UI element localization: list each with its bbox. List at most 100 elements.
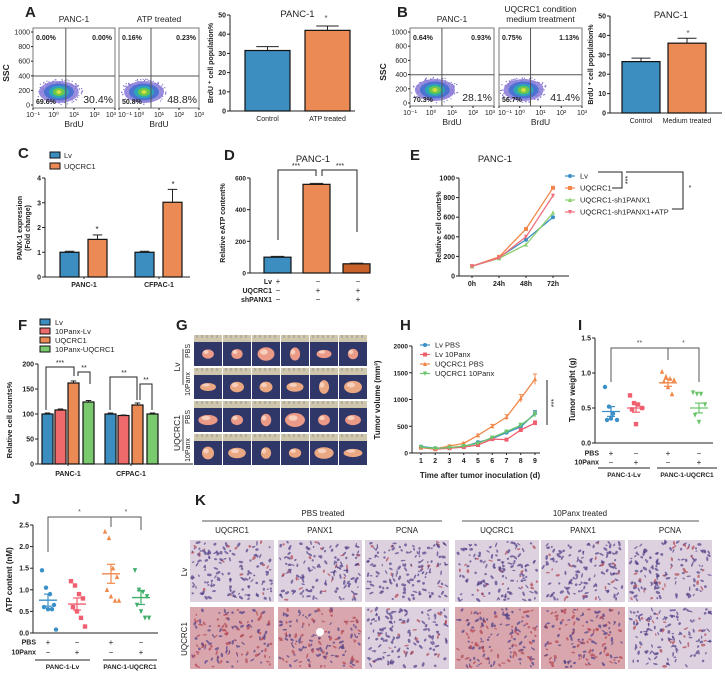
cell-nucleus [504, 593, 507, 598]
cell-nucleus [636, 553, 640, 556]
cell-nucleus [704, 585, 707, 589]
cell-nucleus [289, 663, 292, 668]
x-tick-label: 3 [448, 458, 452, 465]
cell-nucleus [328, 635, 331, 638]
cell-nucleus [308, 663, 311, 668]
cell-nucleus [435, 540, 440, 544]
significance-bracket [45, 366, 75, 410]
cell-nucleus [220, 660, 223, 663]
cell-nucleus [369, 662, 373, 668]
cell-nucleus [521, 570, 524, 573]
cell-nucleus [698, 564, 701, 567]
cell-nucleus [633, 572, 638, 575]
cell-nucleus [673, 656, 677, 658]
cell-nucleus [198, 574, 200, 578]
cell-nucleus [687, 594, 692, 599]
cell-nucleus [527, 655, 531, 659]
cell-nucleus [246, 620, 249, 624]
cell-nucleus [614, 550, 618, 555]
cell-nucleus [662, 621, 667, 624]
cell-nucleus [571, 631, 575, 636]
cell-nucleus [506, 549, 511, 554]
cell-nucleus [609, 660, 614, 664]
cell-nucleus [369, 622, 373, 625]
cell-nucleus [288, 620, 293, 623]
panel-label: G [176, 317, 188, 334]
bar [244, 49, 291, 112]
cell-nucleus [701, 643, 706, 647]
cell-nucleus [216, 658, 220, 664]
cell-nucleus [703, 611, 707, 615]
cell-nucleus [571, 651, 576, 654]
cell-nucleus [333, 560, 336, 566]
x-category-label: PANC-1 [71, 282, 97, 289]
cell-nucleus [316, 563, 320, 568]
cell-nucleus [607, 563, 611, 565]
cell-nucleus [432, 621, 437, 623]
flow-event [528, 100, 530, 103]
cell-nucleus [522, 646, 526, 649]
cell-nucleus [651, 620, 655, 624]
cell-nucleus [196, 653, 199, 655]
significance-marker: * [682, 340, 685, 347]
cell-nucleus [338, 646, 341, 650]
y-axis-label: ATP content (nM) [5, 547, 14, 613]
x-tick-label: 10⁰ [48, 111, 59, 119]
cell-nucleus [635, 598, 638, 602]
cell-nucleus [473, 611, 477, 615]
flow-event [165, 93, 167, 95]
cell-nucleus [327, 631, 331, 634]
legend-marker [568, 174, 572, 178]
cell-nucleus [215, 550, 219, 554]
cell-nucleus [441, 590, 445, 595]
condition-sign: + [109, 638, 114, 647]
cell-nucleus [192, 561, 195, 564]
cell-nucleus [440, 570, 442, 576]
cell-nucleus [318, 542, 321, 545]
cell-nucleus [532, 560, 536, 564]
cell-nucleus [279, 593, 283, 599]
cell-nucleus [465, 664, 469, 669]
marker-triangle-down [419, 445, 423, 450]
cell-nucleus [522, 611, 526, 614]
y-tick-label: 0 [26, 103, 30, 110]
cell-nucleus [407, 638, 411, 643]
x-tick-label: 2 [433, 458, 437, 465]
cell-nucleus [470, 628, 474, 633]
cell-nucleus [388, 562, 392, 566]
cell-nucleus [501, 582, 505, 586]
cell-nucleus [402, 563, 404, 567]
cell-nucleus [666, 662, 671, 666]
cell-nucleus [589, 558, 593, 563]
flow-event [443, 101, 445, 103]
panel-label: I [578, 317, 582, 334]
cell-nucleus [238, 592, 240, 595]
cell-nucleus [247, 597, 250, 601]
cell-nucleus [324, 560, 328, 565]
cell-nucleus [407, 597, 411, 602]
cell-nucleus [428, 617, 430, 620]
cell-nucleus [322, 650, 325, 654]
cell-nucleus [368, 657, 372, 660]
cell-nucleus [558, 627, 562, 630]
cell-nucleus [469, 658, 472, 662]
y-tick-label: 400 [395, 72, 407, 79]
legend-marker [423, 352, 427, 357]
cell-nucleus [404, 567, 408, 572]
cell-nucleus [375, 637, 379, 641]
y-tick-label: 0.5 [581, 406, 591, 413]
flow-event [67, 103, 69, 105]
flow-event [42, 100, 44, 102]
marker-square [518, 427, 523, 432]
cell-nucleus [700, 549, 704, 554]
cell-nucleus [512, 651, 516, 654]
cell-nucleus [213, 567, 219, 570]
cell-nucleus [656, 562, 661, 565]
cell-nucleus [301, 589, 305, 594]
cell-nucleus [601, 562, 605, 566]
histology-image [541, 540, 625, 602]
marker-circle [551, 215, 555, 220]
tumor-highlight [289, 383, 297, 387]
cell-nucleus [685, 593, 689, 597]
cell-nucleus [406, 579, 411, 584]
